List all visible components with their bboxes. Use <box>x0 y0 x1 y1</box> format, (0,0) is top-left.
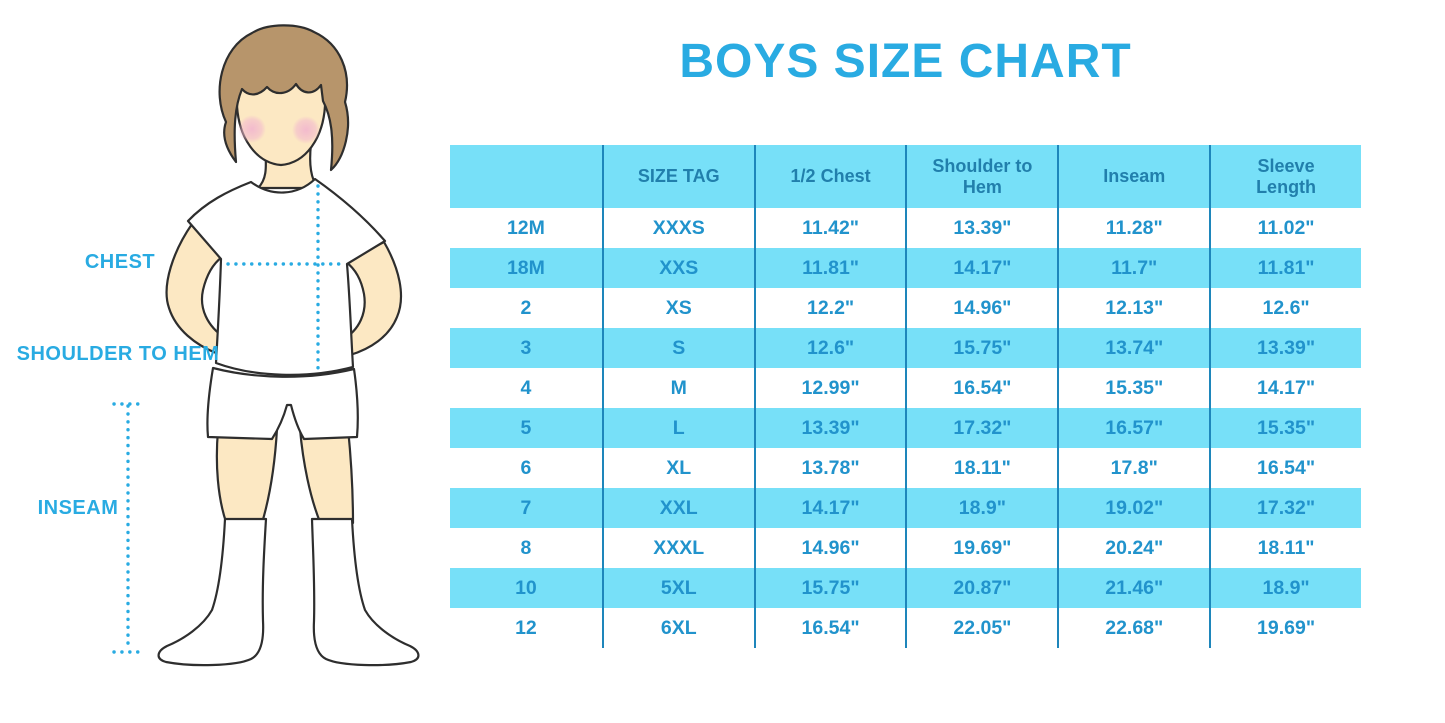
value-cell: 20.24" <box>1057 528 1209 568</box>
size-table: SIZE TAG 1/2 Chest Shoulder to Hem Inseam Sl… <box>450 145 1361 648</box>
size-cell: 18M <box>450 248 602 288</box>
value-cell: 15.75" <box>753 568 906 608</box>
size-cell: 4 <box>520 376 532 399</box>
column-header: Inseam <box>1057 145 1210 208</box>
value-cell: 13.39" <box>1209 328 1361 368</box>
value-cell: 15.35" <box>1209 408 1361 448</box>
value-cell: 18.9" <box>905 488 1058 528</box>
size-cell: 2 <box>520 296 532 319</box>
value-cell: 19.69" <box>1209 608 1361 648</box>
column-header <box>450 145 602 208</box>
value-cell: 19.69" <box>905 528 1057 568</box>
value-cell: 12.99" <box>753 368 906 408</box>
boy-measurement-illustration: CHEST SHOULDER TO HEM INSEAM <box>17 24 420 667</box>
value-cell: 22.68" <box>1057 608 1209 648</box>
sock-left <box>157 517 268 667</box>
value-cell: 14.17" <box>1209 368 1361 408</box>
leg-right <box>298 426 355 525</box>
value-cell: 22.05" <box>905 608 1057 648</box>
value-cell: 18.9" <box>1209 568 1361 608</box>
value-cell: 16.54" <box>1209 448 1361 488</box>
value-cell: XL <box>601 448 754 488</box>
value-cell: 11.02" <box>1209 208 1361 248</box>
value-cell: 13.78" <box>753 448 906 488</box>
value-cell: 20.87" <box>905 568 1058 608</box>
value-cell: 14.17" <box>905 248 1058 288</box>
chest-label: CHEST <box>85 251 155 273</box>
shorts-shape <box>206 366 359 441</box>
hair-shape <box>218 24 350 172</box>
value-cell: 21.46" <box>1057 568 1210 608</box>
size-cell: 5 <box>450 408 602 448</box>
value-cell: 12.6" <box>1209 288 1361 328</box>
value-cell: XXL <box>601 488 754 528</box>
value-cell: L <box>601 408 754 448</box>
size-cell: 7 <box>450 488 602 528</box>
blush-right <box>292 116 320 144</box>
value-cell: 16.57" <box>1057 408 1210 448</box>
value-cell: 16.54" <box>753 608 906 648</box>
size-cell: 8 <box>520 536 532 559</box>
value-cell: 17.8" <box>1057 448 1209 488</box>
value-cell: 5XL <box>601 568 754 608</box>
size-cell: 12M <box>506 216 545 239</box>
value-cell: 6XL <box>601 608 754 648</box>
size-cell: 3 <box>450 328 602 368</box>
size-cell: 12 <box>515 616 537 639</box>
value-cell: XXXS <box>601 208 754 248</box>
page-title: BOYS SIZE CHART <box>679 35 1132 88</box>
column-header: 1/2 Chest <box>753 145 906 208</box>
column-header: Sleeve Length <box>1209 145 1361 208</box>
value-cell: 17.32" <box>1209 488 1361 528</box>
value-cell: 15.35" <box>1057 368 1209 408</box>
value-cell: 13.74" <box>1057 328 1210 368</box>
value-cell: 14.96" <box>753 528 906 568</box>
value-cell: 12.2" <box>753 288 906 328</box>
value-cell: 11.42" <box>753 208 906 248</box>
value-cell: XXS <box>601 248 754 288</box>
value-cell: 12.13" <box>1057 288 1209 328</box>
sock-right <box>310 517 420 667</box>
value-cell: 13.39" <box>753 408 906 448</box>
value-cell: 12.6" <box>753 328 906 368</box>
value-cell: 18.11" <box>905 448 1057 488</box>
value-cell: 15.75" <box>905 328 1058 368</box>
size-cell: 6 <box>520 456 532 479</box>
value-cell: 17.32" <box>905 408 1058 448</box>
value-cell: 19.02" <box>1057 488 1210 528</box>
value-cell: 16.54" <box>905 368 1057 408</box>
size-cell: 10 <box>450 568 602 608</box>
value-cell: XS <box>601 288 754 328</box>
value-cell: 13.39" <box>905 208 1057 248</box>
value-cell: M <box>601 368 754 408</box>
value-cell: 14.17" <box>753 488 906 528</box>
value-cell: 11.28" <box>1057 208 1209 248</box>
value-cell: 11.7" <box>1057 248 1210 288</box>
value-cell: XXXL <box>601 528 754 568</box>
value-cell: 18.11" <box>1209 528 1361 568</box>
inseam-label: INSEAM <box>38 497 119 519</box>
column-header: SIZE TAG <box>601 145 754 208</box>
blush-left <box>238 115 266 143</box>
column-header: Shoulder to Hem <box>905 145 1058 208</box>
leg-left <box>215 427 279 525</box>
value-cell: 14.96" <box>905 288 1057 328</box>
shoulder-to-hem-label: SHOULDER TO HEM <box>17 343 220 365</box>
value-cell: S <box>601 328 754 368</box>
shirt-shape <box>186 177 387 376</box>
value-cell: 11.81" <box>1209 248 1361 288</box>
value-cell: 11.81" <box>753 248 906 288</box>
